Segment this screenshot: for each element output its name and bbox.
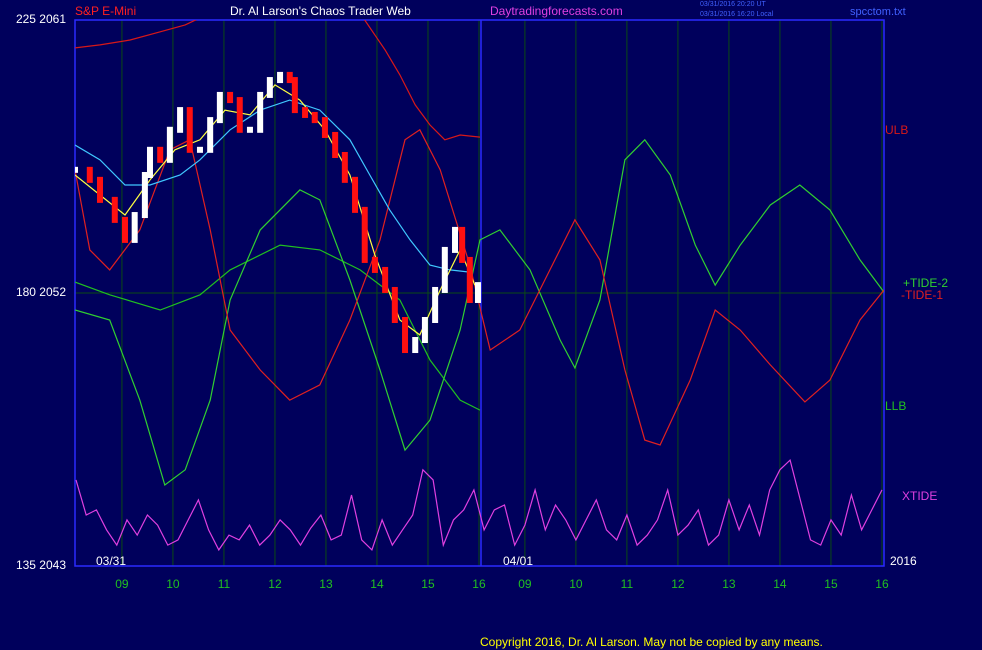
price-bar: [246, 126, 253, 133]
instrument: S&P E-Mini: [75, 4, 136, 18]
price-bar: [75, 166, 78, 173]
x-tick-label: 13: [722, 577, 736, 591]
price-bar: [321, 117, 328, 138]
website: Daytradingforecasts.com: [490, 4, 623, 18]
price-bar: [311, 111, 318, 124]
series-line: [363, 20, 481, 141]
price-bar: [96, 176, 103, 203]
timestamp: 03/31/2016 16:20 Local: [700, 11, 774, 18]
series-label: XTIDE: [902, 489, 937, 503]
price-bar: [286, 71, 293, 84]
date-label: 04/01: [503, 554, 533, 568]
price-bar: [131, 212, 138, 243]
x-tick-label: 10: [166, 577, 180, 591]
price-bar: [391, 286, 398, 323]
y-tick-label: 225 2061: [16, 12, 66, 26]
price-bar: [86, 166, 93, 183]
copyright: Copyright 2016, Dr. Al Larson. May not b…: [480, 635, 823, 649]
marks: [75, 20, 884, 552]
price-bar: [371, 256, 378, 273]
y-tick-label: 180 2052: [16, 285, 66, 299]
price-bar: [186, 107, 193, 153]
x-tick-label: 14: [773, 577, 787, 591]
price-bar: [111, 196, 118, 223]
series-line: [75, 138, 884, 486]
price-bar: [302, 107, 309, 118]
price-bar: [196, 146, 203, 153]
price-bar: [166, 126, 173, 163]
price-bar: [291, 77, 298, 114]
price-bar: [227, 91, 234, 104]
x-tick-label: 15: [824, 577, 838, 591]
price-bar: [341, 151, 348, 183]
series-line: [75, 20, 197, 49]
price-bar: [402, 316, 409, 354]
series-label: -TIDE-1: [901, 288, 943, 302]
x-tick-label: 16: [472, 577, 486, 591]
price-bar: [266, 77, 273, 98]
series-line: [75, 244, 481, 411]
x-tick-label: 16: [875, 577, 889, 591]
series-line: [75, 458, 883, 552]
plot-border: [74, 19, 885, 567]
price-bar: [277, 71, 284, 84]
price-bar: [361, 206, 368, 263]
date-label: 03/31: [96, 554, 126, 568]
price-bar: [432, 286, 439, 323]
price-bar: [216, 91, 223, 124]
x-tick-label: 11: [218, 577, 231, 591]
y-tick-label: 135 2043: [16, 558, 66, 572]
labels: 09 10 11 12 13 14 15 16 09 10 11 12 13 14 15 16 135 2043…: [16, 12, 948, 591]
series-label: +TIDE-2: [903, 276, 948, 290]
price-bar: [157, 146, 164, 163]
chart-title: Dr. Al Larson's Chaos Trader Web: [230, 4, 411, 18]
price-bar: [421, 316, 428, 344]
price-bar: [257, 91, 264, 133]
price-bar: [466, 256, 473, 303]
x-tick-label: 11: [621, 577, 634, 591]
timestamp: 03/31/2016 20:20 UT: [700, 1, 766, 8]
x-tick-label: 12: [268, 577, 282, 591]
price-bar: [459, 226, 466, 263]
series-line: [75, 99, 470, 273]
x-tick-label: 09: [518, 577, 532, 591]
x-tick-label: 10: [569, 577, 583, 591]
price-bar: [352, 176, 359, 213]
file-name: spcctom.txt: [850, 6, 906, 18]
price-bar: [141, 172, 148, 219]
x-tick-label: 13: [319, 577, 333, 591]
price-bar: [177, 107, 184, 133]
price-bar: [207, 117, 214, 153]
series-label: LLB: [885, 399, 906, 413]
x-tick-label: 15: [421, 577, 435, 591]
x-tick-label: 14: [370, 577, 384, 591]
price-bar: [121, 216, 128, 243]
price-bar: [146, 146, 153, 179]
price-bar: [474, 282, 481, 303]
price-bar: [382, 266, 389, 293]
x-tick-label: 12: [671, 577, 685, 591]
price-bar: [412, 337, 419, 354]
x-tick-label: 09: [115, 577, 129, 591]
series-label: ULB: [885, 123, 908, 137]
price-bar: [236, 97, 243, 133]
price-bar: [452, 226, 459, 253]
year-label: 2016: [890, 554, 917, 568]
price-bar: [332, 131, 339, 158]
price-bar: [441, 246, 448, 293]
